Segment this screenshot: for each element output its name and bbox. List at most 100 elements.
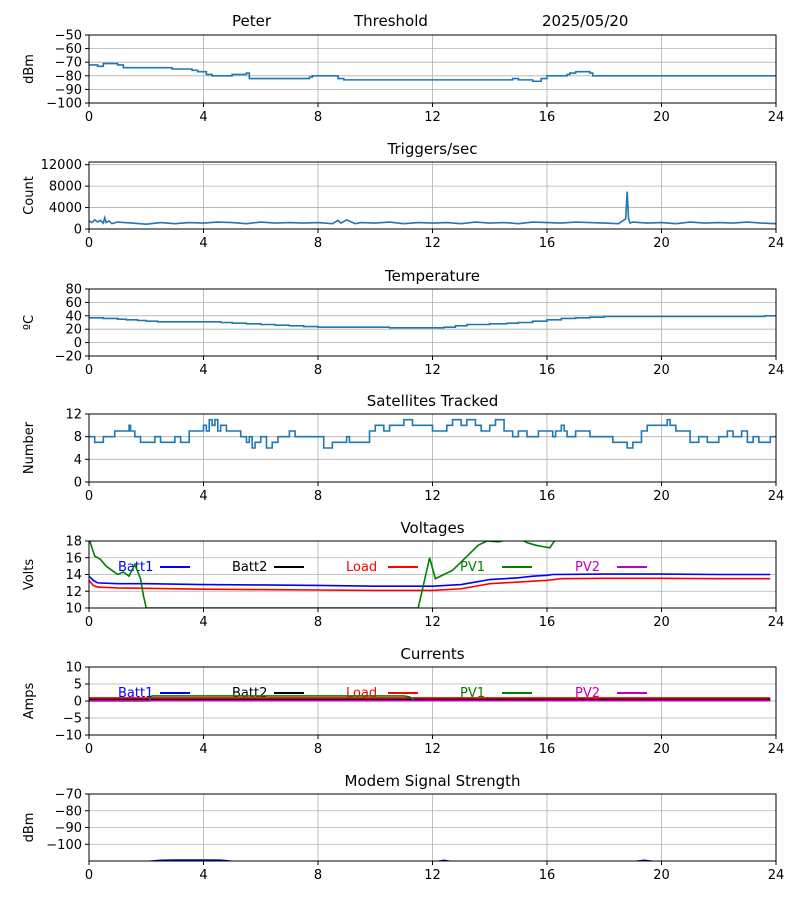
chart-title: Modem Signal Strength [345, 772, 521, 790]
y-tick-label: 0 [74, 223, 82, 238]
x-tick-label: 4 [199, 363, 207, 378]
x-tick-label: 24 [768, 363, 785, 378]
x-tick-label: 4 [199, 868, 207, 883]
y-axis-label: dBm [22, 813, 37, 843]
chart-title: Currents [400, 645, 464, 663]
x-tick-label: 0 [85, 615, 93, 630]
x-tick-label: 24 [768, 236, 785, 251]
y-tick-label: −90 [55, 83, 82, 98]
x-tick-label: 8 [314, 110, 322, 125]
x-tick-label: 4 [199, 489, 207, 504]
x-tick-label: 24 [768, 868, 785, 883]
x-tick-label: 16 [539, 615, 556, 630]
legend-label-load: Load [346, 560, 377, 575]
y-tick-label: −10 [55, 729, 82, 744]
y-tick-label: 12000 [41, 158, 82, 173]
header-station: Peter [232, 12, 272, 30]
chart-modem: 0 4 8 12 16 20 24 −100 −90 −80−70 Modem Signal Str… [22, 772, 784, 883]
x-tick-label: 8 [314, 615, 322, 630]
x-tick-label: 12 [424, 868, 441, 883]
y-tick-label: −100 [46, 97, 82, 112]
series-line-batt1 [89, 573, 771, 588]
header-mode: Threshold [354, 12, 428, 30]
y-tick-label: 12 [65, 408, 82, 423]
x-tick-label: 4 [199, 615, 207, 630]
y-tick-label: 18 [65, 535, 82, 550]
y-axis-label: ºC [22, 315, 37, 330]
x-tick-label: 20 [653, 236, 670, 251]
series-line-0 [89, 315, 776, 329]
x-tick-label: 20 [653, 615, 670, 630]
header-date: 2025/05/20 [542, 12, 629, 30]
chart-satellites: 0 4 8 12 16 20 24 0 4 8 12 Satellites Tracked Number [22, 392, 784, 504]
x-tick-label: 4 [199, 110, 207, 125]
legend-label-pv2: PV2 [575, 560, 600, 575]
x-tick-label: 16 [539, 489, 556, 504]
x-tick-label: 8 [314, 236, 322, 251]
y-tick-label: 0 [74, 476, 82, 491]
x-tick-label: 20 [653, 363, 670, 378]
x-tick-label: 12 [424, 110, 441, 125]
x-tick-label: 8 [314, 363, 322, 378]
y-tick-label: 16 [65, 551, 82, 566]
x-tick-label: 12 [424, 236, 441, 251]
y-tick-label: 4000 [49, 201, 82, 216]
x-tick-label: 20 [653, 110, 670, 125]
x-tick-label: 12 [424, 615, 441, 630]
y-axis-label: dBm [22, 54, 37, 84]
series-line-pv1 [89, 541, 556, 608]
x-tick-label: 24 [768, 489, 785, 504]
y-tick-label: 10 [65, 602, 82, 617]
y-tick-label: 0 [74, 695, 82, 710]
x-tick-label: 0 [85, 489, 93, 504]
x-tick-label: 12 [424, 363, 441, 378]
x-tick-label: 16 [539, 868, 556, 883]
y-tick-label: 40 [65, 309, 82, 324]
series-line-0 [89, 191, 776, 225]
y-tick-label: 20 [65, 323, 82, 338]
y-tick-label: 8000 [49, 180, 82, 195]
x-tick-label: 12 [424, 742, 441, 757]
x-tick-label: 20 [653, 868, 670, 883]
chart-title: Voltages [400, 519, 464, 537]
y-tick-label: −80 [55, 69, 82, 84]
y-tick-label: −50 [55, 29, 82, 44]
y-axis-label: Count [22, 176, 37, 215]
x-tick-label: 4 [199, 742, 207, 757]
x-tick-label: 8 [314, 489, 322, 504]
y-tick-label: 80 [65, 283, 82, 298]
y-tick-label: −80 [55, 804, 82, 819]
y-tick-label: 12 [65, 585, 82, 600]
x-tick-label: 20 [653, 489, 670, 504]
y-axis-label: Amps [22, 682, 37, 719]
legend-label-batt2: Batt2 [232, 560, 267, 575]
chart-title: Triggers/sec [387, 140, 478, 158]
x-tick-label: 20 [653, 742, 670, 757]
y-axis-label: Number [22, 421, 37, 474]
y-axis-label: Volts [22, 559, 37, 591]
y-tick-label: 4 [74, 453, 82, 468]
x-tick-label: 8 [314, 868, 322, 883]
series-line-0 [149, 859, 233, 861]
y-tick-label: −60 [55, 42, 82, 57]
x-tick-label: 0 [85, 742, 93, 757]
series-line-0 [89, 418, 776, 449]
x-tick-label: 8 [314, 742, 322, 757]
chart-title: Satellites Tracked [367, 392, 498, 410]
chart-title: Temperature [384, 267, 480, 285]
x-tick-label: 0 [85, 236, 93, 251]
x-tick-label: 16 [539, 110, 556, 125]
x-tick-label: 0 [85, 868, 93, 883]
chart-signal: 0 4 8 12 16 20 24 −100−90−80−70−60−50 dBm [22, 29, 784, 126]
x-tick-label: 24 [768, 615, 785, 630]
x-tick-label: 16 [539, 236, 556, 251]
x-tick-label: 4 [199, 236, 207, 251]
series-line-load [89, 577, 771, 592]
y-tick-label: −100 [46, 838, 82, 853]
y-tick-label: 14 [65, 568, 82, 583]
legend-label-pv1: PV1 [460, 560, 485, 575]
